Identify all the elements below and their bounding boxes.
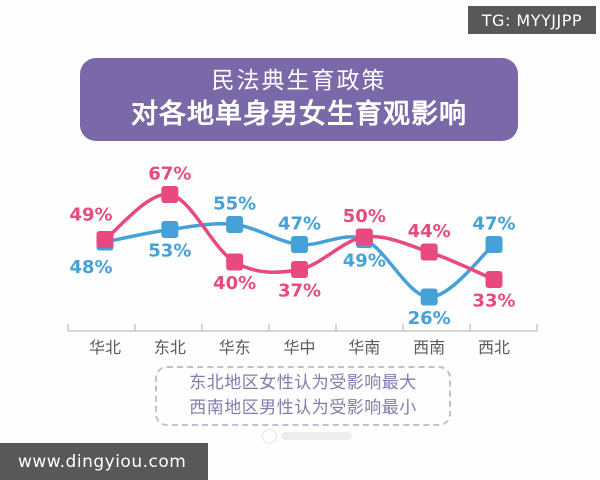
line-chart-svg: 华北 东北 华东 华中 华南 西南 西北 48% 53% 55% 47% 49% 26% 47% 49% 67… — [67, 164, 538, 357]
value-label-男性: 53% — [148, 241, 191, 262]
data-marker-男性 — [485, 236, 503, 253]
value-label-女性: 40% — [213, 273, 256, 294]
value-label-男性: 26% — [408, 308, 451, 329]
website-badge: www.dingyiou.com — [0, 443, 209, 480]
value-label-男性: 55% — [213, 194, 256, 215]
data-marker-女性 — [96, 231, 114, 248]
telegram-badge-text: TG: MYYJJPP — [481, 10, 582, 30]
data-marker-女性 — [355, 228, 373, 246]
category-label: 西南 — [413, 338, 445, 357]
value-label-男性: 47% — [278, 214, 321, 235]
telegram-badge: TG: MYYJJPP — [467, 6, 596, 34]
website-badge-text: www.dingyiou.com — [18, 451, 187, 472]
data-marker-男性 — [161, 221, 179, 238]
watermark-logo-icon — [262, 428, 277, 444]
data-marker-男性 — [226, 216, 244, 233]
value-label-女性: 50% — [343, 206, 386, 227]
chart-title-box: 民法典生育政策 对各地单身男女生育观影响 — [80, 58, 518, 141]
data-marker-女性 — [485, 271, 503, 288]
value-label-女性: 44% — [408, 221, 451, 242]
chart-title-line-1: 民法典生育政策 — [211, 68, 387, 95]
chart-title-line-2: 对各地单身男女生育观影响 — [131, 99, 467, 131]
category-label: 西北 — [478, 338, 510, 357]
value-label-男性: 47% — [472, 214, 515, 235]
category-label: 东北 — [154, 338, 186, 357]
footnote-line-1: 东北地区女性认为受影响最大 — [189, 373, 417, 393]
value-label-男性: 48% — [69, 257, 112, 278]
watermark-text-blur — [281, 432, 352, 440]
category-label: 华北 — [89, 338, 121, 357]
data-marker-女性 — [161, 186, 179, 203]
value-label-女性: 37% — [278, 281, 321, 302]
value-label-女性: 49% — [69, 205, 112, 226]
data-marker-女性 — [420, 243, 438, 261]
data-marker-男性 — [290, 236, 308, 253]
footnote-line-2: 西南地区男性认为受影响最小 — [189, 398, 417, 418]
value-label-女性: 67% — [148, 164, 191, 185]
category-label: 华中 — [283, 338, 315, 357]
data-marker-女性 — [290, 261, 308, 278]
data-marker-男性 — [420, 288, 438, 306]
category-label: 华东 — [219, 338, 251, 357]
line-chart: 华北 东北 华东 华中 华南 西南 西北 48% 53% 55% 47% 49% 26% 47% 49% 67… — [0, 150, 600, 365]
footnote-box: 东北地区女性认为受影响最大 西南地区男性认为受影响最小 — [155, 366, 451, 426]
category-label: 华南 — [348, 338, 380, 357]
value-label-女性: 33% — [472, 291, 515, 312]
data-marker-女性 — [226, 253, 244, 271]
weibo-watermark — [262, 428, 352, 444]
value-label-男性: 49% — [343, 251, 386, 272]
